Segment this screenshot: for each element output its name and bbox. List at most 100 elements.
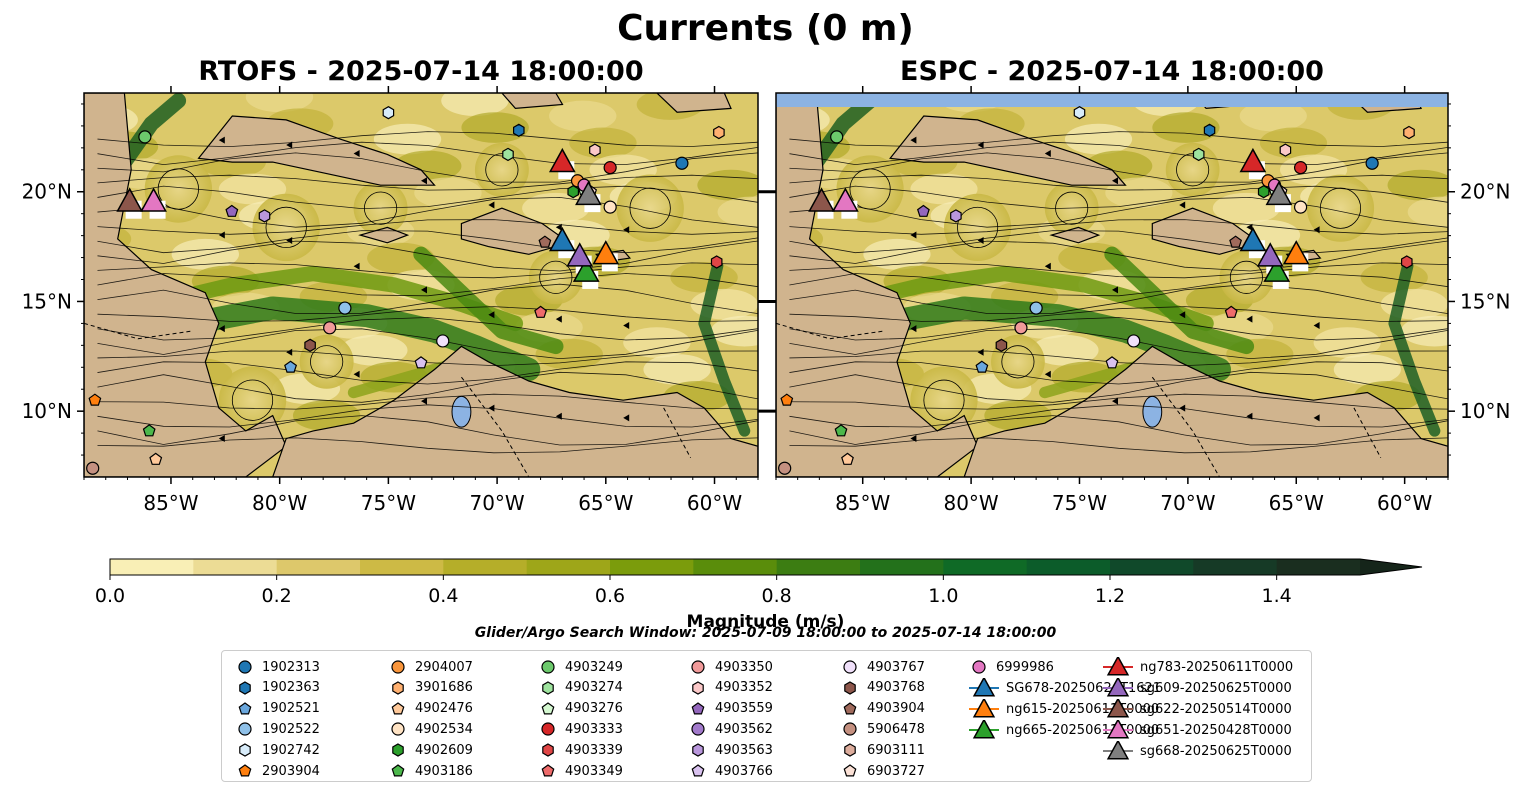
legend-item-1902522[interactable]: 1902522 <box>234 719 320 739</box>
float-4903352[interactable] <box>1279 143 1292 157</box>
glider-ng665-20250611T0000[interactable] <box>572 257 600 282</box>
legend-item-4903339[interactable]: 4903339 <box>537 740 623 760</box>
float-4903249[interactable] <box>830 130 844 144</box>
float-1902313[interactable] <box>675 156 689 170</box>
float-4903904[interactable] <box>538 235 552 248</box>
legend-item-sg609-20250625T0000[interactable]: sg609-20250625T0000 <box>1102 678 1292 698</box>
float-4903768[interactable] <box>304 338 316 352</box>
float-4903768[interactable] <box>995 338 1008 352</box>
legend-glyph[interactable] <box>1106 678 1130 697</box>
float-4903333[interactable] <box>603 161 617 175</box>
legend-glyph[interactable] <box>691 701 705 715</box>
legend-glyph[interactable] <box>542 743 554 757</box>
legend-item-4903767[interactable]: 4903767 <box>839 657 925 677</box>
legend-item-4903352[interactable]: 4903352 <box>687 678 773 698</box>
legend-item-1902742[interactable]: 1902742 <box>234 740 320 760</box>
legend-glyph[interactable] <box>1106 720 1130 739</box>
glider-sg622-20250514T0000[interactable] <box>808 187 835 212</box>
float-4902476[interactable] <box>841 452 854 465</box>
legend-glyph[interactable] <box>541 660 555 674</box>
float-4903186[interactable] <box>834 424 848 437</box>
float-1902522[interactable] <box>338 301 352 315</box>
float-4903339[interactable] <box>710 255 723 269</box>
legend-glyph[interactable] <box>972 678 996 697</box>
legend-glyph[interactable] <box>972 699 996 718</box>
float-4902476[interactable] <box>149 452 163 465</box>
float-1902363[interactable] <box>512 123 525 137</box>
legend-item-6903111[interactable]: 6903111 <box>839 740 925 760</box>
legend-glyph[interactable] <box>843 660 857 674</box>
legend-item-4903333[interactable]: 4903333 <box>537 719 623 739</box>
float-2903904[interactable] <box>780 393 794 406</box>
legend-glyph[interactable] <box>238 722 252 736</box>
float-4903352[interactable] <box>589 143 601 157</box>
float-4903767[interactable] <box>436 334 450 348</box>
float-4903559[interactable] <box>916 204 930 217</box>
float-3901686[interactable] <box>713 125 725 140</box>
float-1902521[interactable] <box>284 360 298 373</box>
glider-SG678-20250624T1621[interactable] <box>548 226 576 252</box>
glider-ng665-20250611T0000[interactable] <box>1263 257 1291 282</box>
legend-glyph[interactable] <box>692 743 704 757</box>
float-4903349[interactable] <box>1224 305 1238 318</box>
legend-item-sg651-20250428T0000[interactable]: sg651-20250428T0000 <box>1102 720 1292 740</box>
glider-sg651-20250428T0000[interactable] <box>831 187 859 212</box>
legend-glyph[interactable] <box>843 701 857 715</box>
legend-glyph[interactable] <box>843 764 857 777</box>
float-2903904[interactable] <box>88 393 102 406</box>
legend-glyph[interactable] <box>392 743 404 757</box>
legend-glyph[interactable] <box>691 764 705 777</box>
glider-sg609-20250625T0000[interactable] <box>566 242 594 267</box>
legend-item-4902609[interactable]: 4902609 <box>387 740 473 760</box>
legend-glyph[interactable] <box>692 681 704 695</box>
glider-SG678-20250624T1621[interactable] <box>1239 226 1267 252</box>
legend-item-5906478[interactable]: 5906478 <box>839 719 925 739</box>
legend-glyph[interactable] <box>691 722 705 736</box>
float-4903559[interactable] <box>225 204 239 217</box>
legend-item-4903768[interactable]: 4903768 <box>839 678 925 698</box>
legend-glyph[interactable] <box>238 764 252 777</box>
legend-item-4903249[interactable]: 4903249 <box>537 657 623 677</box>
legend-glyph[interactable] <box>238 701 252 715</box>
legend-glyph[interactable] <box>541 764 555 777</box>
legend-item-3901686[interactable]: 3901686 <box>387 678 473 698</box>
legend-item-4903562[interactable]: 4903562 <box>687 719 773 739</box>
legend-item-4902476[interactable]: 4902476 <box>387 699 473 719</box>
glider-sg609-20250625T0000[interactable] <box>1256 242 1284 267</box>
legend-item-6903727[interactable]: 6903727 <box>839 761 925 781</box>
legend-glyph[interactable] <box>391 701 405 715</box>
float-4903563[interactable] <box>258 209 271 223</box>
float-4903904[interactable] <box>1229 235 1243 248</box>
float-4903767[interactable] <box>1127 334 1141 348</box>
legend-glyph[interactable] <box>391 764 405 777</box>
float-5906478[interactable] <box>86 461 100 475</box>
legend-glyph[interactable] <box>239 743 251 757</box>
legend-item-4903274[interactable]: 4903274 <box>537 678 623 698</box>
glider-sg622-20250514T0000[interactable] <box>116 187 144 212</box>
legend-item-1902363[interactable]: 1902363 <box>234 678 320 698</box>
glider-sg668-20250625T0000[interactable] <box>575 180 602 206</box>
legend-glyph[interactable] <box>844 681 856 695</box>
legend-item-4903904[interactable]: 4903904 <box>839 699 925 719</box>
float-1902742[interactable] <box>382 106 395 120</box>
map-panel-espc[interactable]: 85°W 80°W 75°W 70°W 65°W 60°W 20°N 15°N 10°N <box>742 78 1510 515</box>
legend-item-4903350[interactable]: 4903350 <box>687 657 773 677</box>
legend-item-2903904[interactable]: 2903904 <box>234 761 320 781</box>
legend-glyph[interactable] <box>1106 657 1130 676</box>
legend-glyph[interactable] <box>391 660 405 674</box>
float-4903186[interactable] <box>142 424 156 437</box>
legend-item-4902534[interactable]: 4902534 <box>387 719 473 739</box>
legend-glyph[interactable] <box>972 660 986 674</box>
float-4903766[interactable] <box>1105 356 1119 369</box>
legend-item-4903766[interactable]: 4903766 <box>687 761 773 781</box>
legend-item-4903349[interactable]: 4903349 <box>537 761 623 781</box>
float-4903563[interactable] <box>950 209 962 223</box>
float-4903333[interactable] <box>1293 161 1308 175</box>
legend-item-1902313[interactable]: 1902313 <box>234 657 320 677</box>
legend-item-2904007[interactable]: 2904007 <box>387 657 473 677</box>
float-4903350[interactable] <box>1014 321 1028 335</box>
legend-glyph[interactable] <box>1106 741 1130 760</box>
float-4903274[interactable] <box>1192 147 1205 162</box>
legend-item-4903559[interactable]: 4903559 <box>687 699 773 719</box>
legend-glyph[interactable] <box>392 681 404 695</box>
